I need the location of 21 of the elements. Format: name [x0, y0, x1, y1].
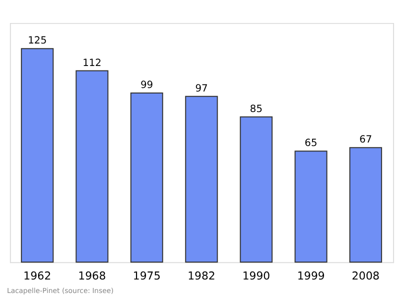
bar [294, 150, 328, 263]
x-tick-label: 2008 [352, 270, 380, 283]
data-label: 112 [82, 58, 102, 69]
x-tick-label: 1982 [188, 270, 216, 283]
x-tick-label: 1968 [78, 270, 106, 283]
data-label: 97 [195, 83, 208, 94]
x-tick-label: 1962 [23, 270, 52, 283]
data-label: 99 [140, 80, 154, 92]
data-label: 85 [250, 104, 263, 115]
bar [240, 116, 273, 263]
data-label: 67 [359, 134, 372, 146]
bar [76, 70, 108, 263]
bar [130, 92, 164, 263]
x-tick-label: 1999 [297, 270, 325, 283]
x-tick-label: 1975 [132, 270, 161, 283]
bar [20, 48, 54, 263]
data-label: 65 [304, 138, 318, 150]
bar [349, 147, 382, 263]
data-label: 125 [28, 36, 47, 47]
x-tick-label: 1990 [242, 270, 270, 283]
bar [185, 96, 218, 263]
